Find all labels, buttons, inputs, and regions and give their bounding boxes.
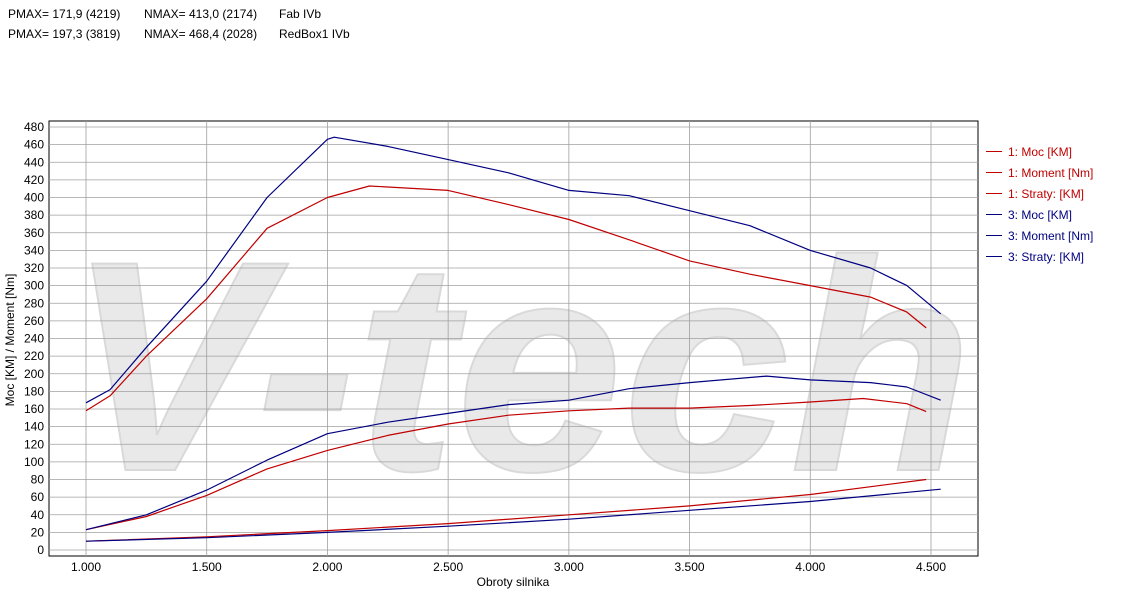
legend-swatch bbox=[986, 256, 1002, 257]
y-tick-label: 20 bbox=[31, 525, 45, 539]
legend-item: 3: Moc [KM] bbox=[986, 204, 1093, 225]
run-name-2: RedBox1 IVb bbox=[279, 27, 350, 41]
legend-swatch bbox=[986, 235, 1002, 236]
legend-label: 3: Moc [KM] bbox=[1008, 207, 1073, 222]
series-line-5 bbox=[85, 488, 941, 542]
legend-label: 3: Moment [Nm] bbox=[1008, 228, 1094, 243]
legend-item: 1: Moment [Nm] bbox=[986, 162, 1093, 183]
legend-label: 1: Moment [Nm] bbox=[1008, 165, 1094, 180]
y-tick-label: 360 bbox=[24, 226, 44, 240]
y-tick-label: 380 bbox=[24, 208, 44, 222]
x-tick-label: 4.000 bbox=[795, 560, 825, 574]
y-tick-label: 280 bbox=[24, 296, 44, 310]
x-tick-label: 2.000 bbox=[312, 560, 342, 574]
header-row-2: PMAX= 197,3 (3819) NMAX= 468,4 (2028) RedB… bbox=[8, 27, 350, 41]
y-tick-label: 80 bbox=[31, 473, 45, 487]
y-tick-label: 260 bbox=[24, 314, 44, 328]
legend-item: 1: Straty: [KM] bbox=[986, 183, 1093, 204]
pmax-2: PMAX= 197,3 (3819) bbox=[8, 27, 121, 41]
y-tick-label: 400 bbox=[24, 191, 44, 205]
legend-label: 1: Moc [KM] bbox=[1008, 144, 1073, 159]
y-tick-label: 460 bbox=[24, 138, 44, 152]
y-tick-label: 100 bbox=[24, 455, 44, 469]
legend-label: 3: Straty: [KM] bbox=[1008, 249, 1085, 264]
x-axis-label: Obroty silnika bbox=[477, 575, 550, 589]
legend-item: 1: Moc [KM] bbox=[986, 141, 1093, 162]
y-tick-label: 160 bbox=[24, 402, 44, 416]
pmax-1: PMAX= 171,9 (4219) bbox=[8, 7, 121, 21]
x-tick-label: 3.500 bbox=[675, 560, 705, 574]
legend-swatch bbox=[986, 151, 1002, 152]
y-tick-label: 420 bbox=[24, 173, 44, 187]
y-tick-label: 60 bbox=[31, 490, 45, 504]
legend-item: 3: Straty: [KM] bbox=[986, 246, 1093, 267]
y-tick-label: 180 bbox=[24, 384, 44, 398]
legend-swatch bbox=[986, 193, 1002, 194]
x-tick-label: 1.000 bbox=[71, 560, 101, 574]
x-tick-label: 3.000 bbox=[554, 560, 584, 574]
x-tick-label: 1.500 bbox=[192, 560, 222, 574]
nmax-1: NMAX= 413,0 (2174) bbox=[144, 7, 258, 21]
series-line-0 bbox=[85, 397, 927, 531]
run-name-1: Fab IVb bbox=[279, 7, 322, 21]
watermark-logo: V-tech bbox=[67, 198, 973, 534]
y-tick-label: 240 bbox=[24, 332, 44, 346]
y-tick-label: 120 bbox=[24, 437, 44, 451]
nmax-2: NMAX= 468,4 (2028) bbox=[144, 27, 258, 41]
y-tick-label: 140 bbox=[24, 420, 44, 434]
y-axis-label: Moc [KM] / Moment [Nm] bbox=[3, 274, 17, 407]
y-tick-label: 340 bbox=[24, 243, 44, 257]
y-tick-label: 0 bbox=[37, 543, 44, 557]
legend: 1: Moc [KM] 1: Moment [Nm] 1: Straty: [KM]… bbox=[986, 141, 1093, 267]
legend-item: 3: Moment [Nm] bbox=[986, 225, 1093, 246]
legend-swatch bbox=[986, 172, 1002, 173]
y-tick-label: 300 bbox=[24, 279, 44, 293]
series-line-4 bbox=[85, 136, 942, 404]
x-tick-label: 2.500 bbox=[433, 560, 463, 574]
y-tick-label: 200 bbox=[24, 367, 44, 381]
y-tick-label: 440 bbox=[24, 155, 44, 169]
y-tick-label: 40 bbox=[31, 508, 45, 522]
legend-swatch bbox=[986, 214, 1002, 215]
legend-label: 1: Straty: [KM] bbox=[1008, 186, 1085, 201]
header-row-1: PMAX= 171,9 (4219) NMAX= 413,0 (2174) Fab … bbox=[8, 7, 321, 21]
x-tick-label: 4.500 bbox=[916, 560, 946, 574]
y-tick-label: 320 bbox=[24, 261, 44, 275]
y-tick-label: 220 bbox=[24, 349, 44, 363]
y-tick-label: 480 bbox=[24, 120, 44, 134]
series-line-3 bbox=[85, 375, 941, 531]
series-line-2 bbox=[85, 478, 927, 542]
series-line-1 bbox=[85, 185, 927, 412]
